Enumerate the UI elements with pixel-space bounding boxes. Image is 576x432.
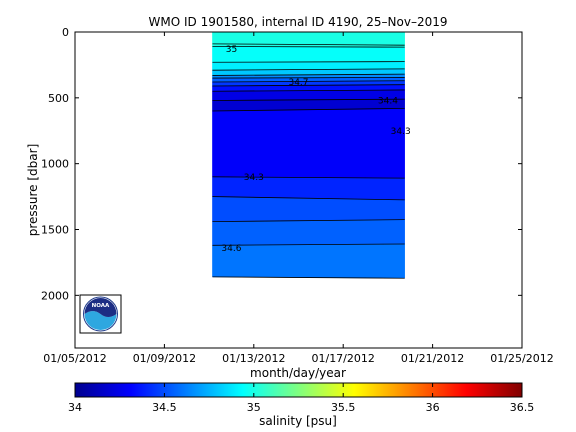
contour-line (212, 84, 405, 87)
x-tick-label: 01/09/2012 (133, 352, 196, 365)
contour-line (212, 89, 405, 92)
chart-title: WMO ID 1901580, internal ID 4190, 25–Nov… (149, 15, 448, 29)
y-tick-label: 0 (62, 26, 69, 39)
contour-line (212, 243, 405, 246)
contour-label: 34.7 (288, 78, 308, 88)
y-tick-label: 1500 (41, 224, 69, 237)
svg-text:NOAA: NOAA (92, 303, 110, 309)
x-tick-label: 01/05/2012 (43, 352, 106, 365)
colorbar-label: salinity [psu] (259, 414, 337, 428)
y-axis-label: pressure [dbar] (26, 144, 40, 237)
contour-line (212, 43, 405, 46)
contour-label: 34.6 (221, 244, 241, 254)
contour-line (212, 176, 405, 179)
x-axis-label: month/day/year (250, 366, 346, 380)
x-tick-label: 01/17/2012 (311, 352, 374, 365)
salinity-band (212, 176, 405, 201)
contour-lines-layer (212, 43, 405, 279)
contour-label: 34.3 (244, 173, 264, 183)
colorbar-tick-label: 35 (247, 401, 261, 414)
contour-line (212, 107, 405, 112)
colorbar-ticks: 34 34.5 35 35.5 36 36.5 (68, 383, 534, 414)
salinity-band (212, 32, 405, 46)
contour-label: 35 (226, 45, 237, 55)
colorbar-tick-label: 34 (68, 401, 82, 414)
colorbar-tick-label: 36 (426, 401, 440, 414)
contour-line (212, 80, 405, 83)
x-axis: 01/05/2012 01/09/2012 01/13/2012 01/17/2012… (43, 32, 554, 365)
contour-labels-layer: 35 34.7 34.4 34.3 34.3 34.6 (221, 45, 410, 254)
contour-line (212, 196, 405, 201)
x-tick-label: 01/13/2012 (222, 352, 285, 365)
contour-label: 34.3 (391, 127, 411, 137)
x-tick-label: 01/21/2012 (401, 352, 464, 365)
plot-frame (74, 31, 523, 349)
x-tick-label: 01/25/2012 (490, 352, 553, 365)
colorbar-tick-label: 35.5 (331, 401, 356, 414)
contour-line (212, 77, 405, 79)
contour-line (212, 73, 405, 76)
colorbar (74, 382, 523, 398)
contour-line (212, 276, 405, 279)
salinity-band (212, 89, 405, 101)
colorbar-tick-label: 36.5 (510, 401, 535, 414)
contour-line (212, 61, 405, 63)
y-tick-label: 2000 (41, 289, 69, 302)
contour-line (212, 98, 405, 101)
salinity-band (212, 46, 405, 63)
y-axis: 0 500 1000 1500 2000 (41, 26, 522, 302)
contour-line (212, 46, 405, 48)
noaa-logo: NOAA (79, 294, 122, 334)
contour-label: 34.4 (378, 96, 398, 106)
colorbar-tick-label: 34.5 (152, 401, 177, 414)
y-tick-label: 500 (48, 92, 69, 105)
salinity-band (212, 196, 405, 222)
y-tick-label: 1000 (41, 158, 69, 171)
contour-line (212, 219, 405, 222)
salinity-band (212, 219, 405, 246)
salinity-band (212, 108, 405, 179)
contour-line (212, 68, 405, 71)
